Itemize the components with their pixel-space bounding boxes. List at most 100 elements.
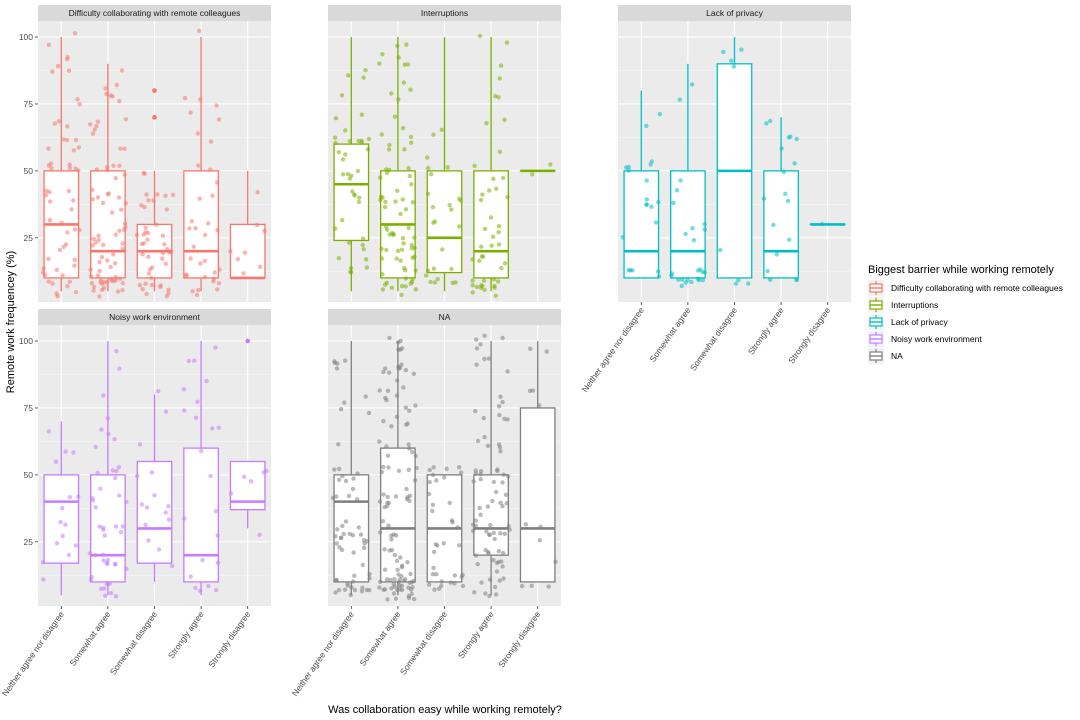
data-point: [351, 476, 356, 481]
data-point: [480, 192, 485, 197]
data-point: [90, 187, 95, 193]
data-point: [124, 566, 129, 571]
data-point: [166, 291, 171, 296]
data-point: [431, 220, 436, 225]
outlier-point: [152, 88, 157, 93]
data-point: [455, 525, 460, 530]
outlier-point: [245, 338, 250, 344]
data-point: [41, 266, 46, 271]
data-point: [117, 99, 122, 104]
data-point: [334, 577, 339, 583]
data-point: [336, 477, 342, 482]
data-point: [391, 581, 396, 587]
data-point: [71, 198, 76, 203]
data-point: [122, 221, 128, 226]
data-point: [472, 163, 477, 169]
box: [670, 170, 706, 279]
data-point: [679, 283, 684, 289]
data-point: [43, 193, 49, 198]
data-point: [431, 132, 436, 137]
data-point: [113, 278, 119, 283]
data-point: [101, 285, 107, 291]
data-point: [346, 240, 352, 245]
data-point: [389, 547, 395, 553]
data-point: [134, 232, 140, 238]
data-point: [389, 91, 394, 96]
data-point: [407, 493, 413, 498]
data-point: [119, 207, 124, 212]
data-point: [431, 565, 436, 571]
data-point: [486, 356, 492, 361]
data-point: [504, 40, 510, 45]
facet-panel: Noisy work environment: [38, 309, 271, 606]
data-point: [394, 256, 399, 261]
legend-title: Biggest barrier while working remotely: [868, 264, 1054, 276]
x-tick-label: Strongly disagree: [206, 609, 252, 669]
data-point: [657, 112, 663, 117]
data-point: [471, 479, 476, 484]
data-point: [765, 268, 770, 274]
data-point: [530, 172, 535, 177]
data-point: [182, 516, 187, 521]
facet-panel: Lack of privacy: [618, 5, 851, 302]
data-point: [343, 128, 348, 133]
y-tick-label: 25: [24, 233, 34, 243]
data-point: [768, 277, 773, 282]
data-point: [61, 244, 66, 249]
data-point: [537, 538, 542, 543]
data-point: [655, 269, 661, 274]
data-point: [332, 467, 337, 472]
data-point: [674, 188, 680, 193]
data-point: [102, 586, 107, 591]
data-point: [76, 145, 82, 150]
data-point: [400, 126, 406, 131]
data-point: [626, 267, 631, 273]
data-point: [145, 230, 151, 236]
data-point: [473, 518, 478, 523]
data-point: [340, 474, 345, 479]
data-point: [363, 257, 369, 262]
data-point: [409, 246, 415, 251]
data-point: [505, 369, 510, 374]
data-point: [144, 291, 149, 297]
data-point: [474, 362, 479, 367]
data-point: [491, 558, 496, 563]
data-point: [361, 75, 366, 80]
data-point: [500, 550, 506, 556]
data-point: [450, 280, 455, 286]
facet-panel: Interruptions: [328, 5, 561, 302]
data-point: [458, 470, 464, 475]
data-point: [363, 68, 368, 73]
data-point: [88, 267, 93, 272]
data-point: [397, 587, 403, 592]
data-point: [488, 215, 494, 220]
data-point: [54, 541, 60, 546]
data-point: [90, 243, 95, 248]
data-point: [496, 224, 502, 229]
data-point: [435, 277, 440, 282]
data-point: [696, 268, 701, 273]
data-point: [341, 531, 346, 537]
y-tick-label: 75: [24, 99, 34, 109]
x-tick-label: Strongly disagree: [786, 305, 832, 365]
data-point: [91, 284, 97, 290]
data-point: [340, 523, 345, 529]
data-point: [63, 522, 68, 527]
facet-panel: Difficulty collaborating with remote col…: [38, 5, 271, 302]
data-point: [122, 146, 127, 151]
boxplot: [623, 90, 660, 279]
data-point: [99, 254, 105, 260]
data-point: [395, 340, 401, 345]
data-point: [360, 585, 365, 590]
outlier-point: [152, 115, 157, 120]
data-point: [396, 366, 401, 371]
data-point: [394, 378, 400, 383]
data-point: [700, 269, 705, 275]
data-point: [500, 480, 505, 485]
data-point: [102, 533, 108, 538]
data-point: [409, 591, 414, 597]
data-point: [505, 474, 511, 479]
data-point: [396, 97, 401, 102]
data-point: [108, 93, 113, 98]
data-point: [202, 274, 208, 280]
